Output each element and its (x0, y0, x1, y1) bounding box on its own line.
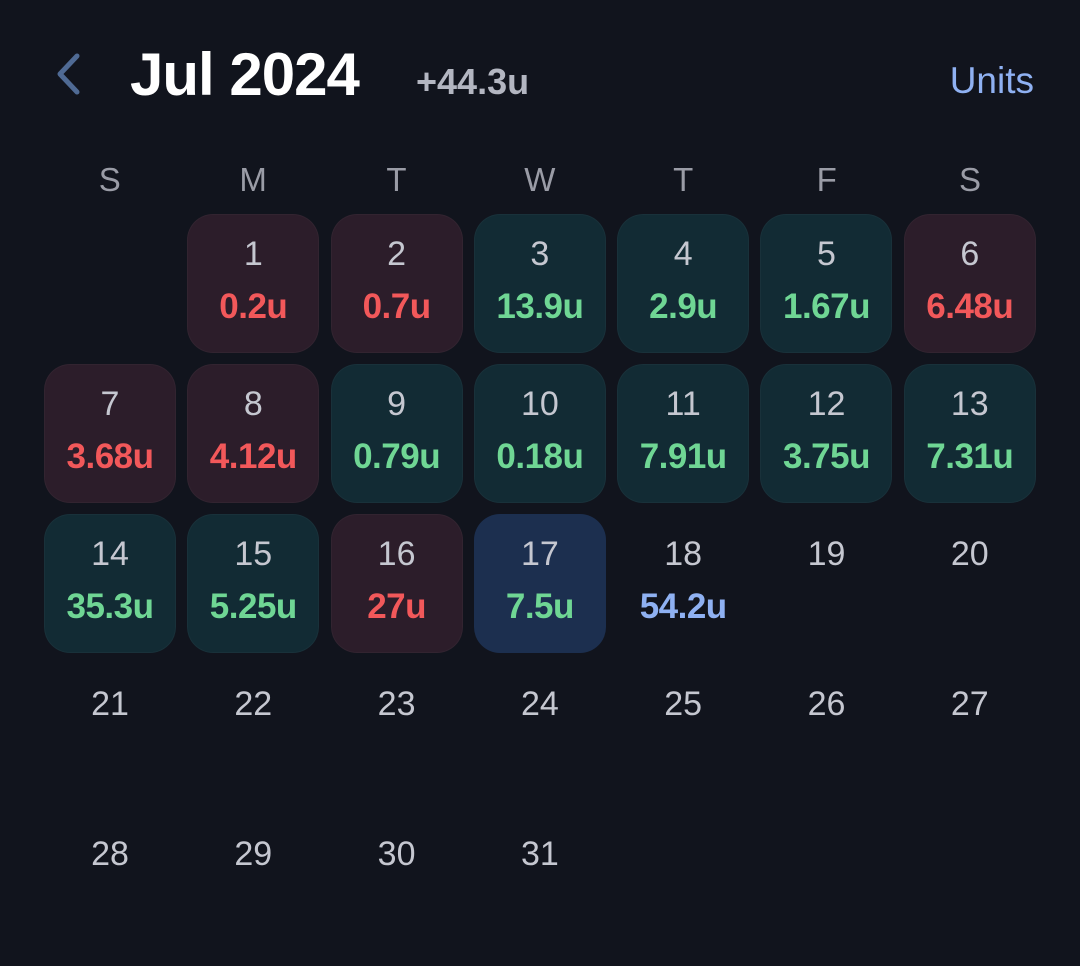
day-cell[interactable]: 11 7.91u (617, 364, 750, 503)
weekday-label: T (386, 161, 407, 198)
day-cell[interactable]: 29 (187, 814, 319, 953)
day-cell[interactable]: 22 (187, 664, 319, 803)
day-units-value: 35.3u (66, 587, 155, 626)
month-total: +44.3u (416, 61, 530, 102)
day-cell[interactable]: 18 54.2u (617, 514, 749, 653)
day-number: 6 (960, 235, 980, 273)
weekday-label: S (959, 161, 982, 198)
day-number: 4 (673, 235, 693, 273)
day-units-value: 27u (367, 587, 426, 626)
weekday-label: W (524, 161, 556, 198)
day-cell[interactable]: 17 7.5u (473, 514, 606, 653)
day-cell[interactable]: 25 (617, 664, 749, 803)
day-units-value: 7.5u (505, 587, 575, 626)
day-number: 13 (950, 385, 989, 423)
day-cell[interactable]: 10 0.18u (473, 364, 606, 503)
calendar-grid: 1 0.2u 2 0.7u 3 13.9u 4 2.9u 5 1.67u 6 6.48u 7 3.68u 8… (44, 214, 1036, 953)
day-units-value: 7.91u (639, 437, 728, 476)
day-units-value: 0.7u (362, 287, 432, 326)
weekday-label: F (816, 161, 837, 198)
day-number: 22 (234, 685, 273, 723)
day-cell[interactable]: 12 3.75u (760, 364, 893, 503)
day-cell[interactable]: 9 0.79u (330, 364, 463, 503)
day-units-value: 3.68u (66, 437, 155, 476)
month-title: Jul 2024 (130, 41, 360, 108)
day-number: 18 (664, 535, 703, 573)
day-number: 14 (91, 535, 129, 573)
day-cell[interactable]: 6 6.48u (903, 214, 1036, 353)
day-cell[interactable]: 24 (474, 664, 606, 803)
day-number: 15 (234, 535, 273, 573)
day-cell[interactable]: 23 (331, 664, 463, 803)
day-cell[interactable]: 13 7.31u (903, 364, 1036, 503)
weekday-header-row: S M T W T F S (38, 160, 1042, 200)
day-cell[interactable]: 19 (760, 514, 892, 653)
day-units-value: 0.79u (353, 437, 441, 476)
day-cell[interactable]: 4 2.9u (617, 214, 750, 353)
day-cell[interactable]: 1 0.2u (187, 214, 320, 353)
day-number: 9 (387, 385, 407, 423)
day-cell[interactable]: 30 (331, 814, 463, 953)
blank-day-cell (44, 214, 176, 353)
day-cell[interactable]: 21 (44, 664, 176, 803)
day-number: 11 (665, 385, 701, 423)
day-units-value: 54.2u (639, 587, 728, 626)
day-number: 27 (950, 685, 989, 723)
day-units-value: 4.12u (209, 437, 298, 476)
day-cell[interactable]: 5 1.67u (760, 214, 893, 353)
day-units-value: 13.9u (496, 287, 584, 326)
day-number: 29 (234, 835, 273, 873)
calendar-header: Jul 2024 +44.3u Units (0, 0, 1080, 150)
day-cell[interactable]: 3 13.9u (473, 214, 606, 353)
day-number: 31 (520, 835, 559, 873)
day-number: 21 (91, 685, 129, 723)
day-number: 12 (807, 385, 846, 423)
day-units-value: 2.9u (649, 287, 718, 326)
weekday-label: T (673, 161, 694, 198)
day-units-value: 6.48u (926, 287, 1014, 326)
day-cell[interactable]: 20 (904, 514, 1036, 653)
day-number: 10 (520, 385, 559, 423)
day-number: 30 (377, 835, 416, 873)
day-cell[interactable]: 7 3.68u (44, 364, 176, 503)
day-number: 23 (377, 685, 416, 723)
back-button[interactable] (44, 48, 92, 100)
day-number: 28 (91, 835, 129, 873)
weekday-label: M (239, 161, 267, 198)
day-number: 8 (243, 385, 263, 423)
units-button[interactable]: Units (949, 60, 1034, 101)
day-units-value: 1.67u (782, 287, 871, 326)
day-units-value: 5.25u (209, 587, 298, 626)
day-cell[interactable]: 28 (44, 814, 176, 953)
day-number: 24 (520, 685, 559, 723)
day-number: 26 (807, 685, 846, 723)
day-cell[interactable]: 2 0.7u (330, 214, 463, 353)
day-number: 5 (817, 235, 836, 273)
weekday-label: S (98, 161, 121, 198)
day-cell[interactable]: 8 4.12u (187, 364, 320, 503)
day-cell[interactable]: 14 35.3u (44, 514, 176, 653)
day-number: 20 (950, 535, 989, 573)
day-number: 3 (530, 235, 550, 273)
day-units-value: 3.75u (782, 437, 871, 476)
day-number: 19 (807, 535, 846, 573)
day-cell[interactable]: 27 (904, 664, 1036, 803)
chevron-left-icon (57, 53, 80, 95)
day-cell[interactable]: 26 (760, 664, 892, 803)
day-cell[interactable]: 31 (474, 814, 606, 953)
day-cell[interactable]: 15 5.25u (187, 514, 320, 653)
day-units-value: 0.18u (496, 437, 584, 476)
day-number: 1 (243, 235, 263, 273)
day-number: 25 (664, 685, 703, 723)
day-cell[interactable]: 16 27u (330, 514, 463, 653)
day-number: 7 (100, 385, 120, 423)
day-units-value: 0.2u (219, 287, 288, 326)
day-number: 16 (377, 535, 416, 573)
day-units-value: 7.31u (926, 437, 1014, 476)
day-number: 17 (520, 535, 559, 573)
day-number: 2 (387, 235, 407, 273)
